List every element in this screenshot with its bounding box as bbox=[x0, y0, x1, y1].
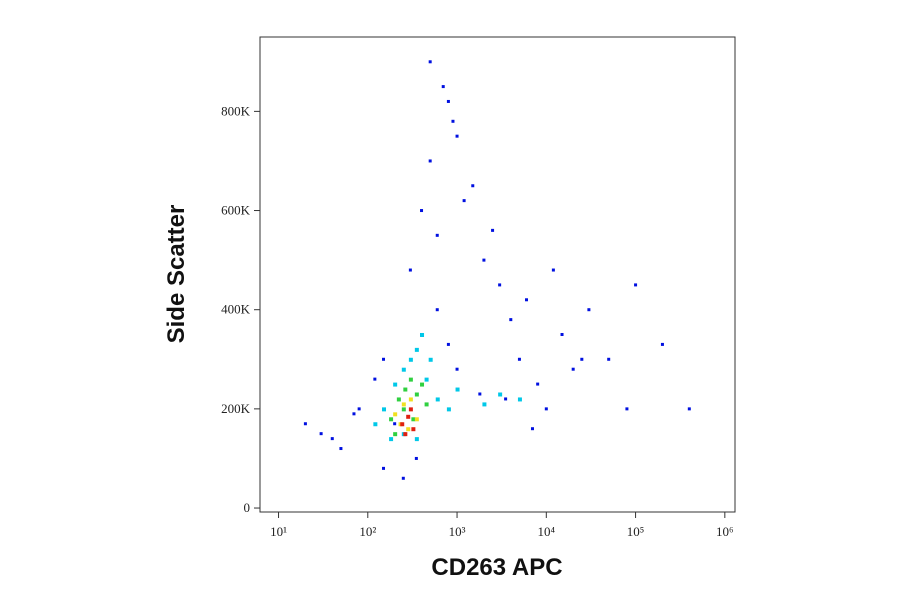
point bbox=[435, 233, 439, 237]
point bbox=[446, 99, 450, 103]
point bbox=[408, 397, 413, 402]
point bbox=[401, 476, 405, 480]
point bbox=[406, 427, 411, 432]
x-tick-label: 10³ bbox=[449, 524, 466, 539]
point bbox=[411, 427, 416, 432]
point bbox=[587, 308, 591, 312]
point bbox=[420, 209, 424, 213]
point bbox=[536, 382, 540, 386]
point bbox=[330, 437, 334, 441]
point bbox=[373, 377, 377, 381]
point bbox=[462, 199, 466, 203]
point bbox=[382, 357, 386, 361]
point bbox=[411, 417, 416, 422]
y-tick-label: 0 bbox=[244, 500, 251, 515]
point bbox=[491, 228, 495, 232]
point bbox=[446, 407, 451, 412]
point bbox=[498, 392, 503, 397]
point bbox=[408, 407, 413, 412]
point bbox=[393, 432, 398, 437]
point bbox=[517, 357, 521, 361]
point bbox=[509, 318, 513, 322]
point bbox=[373, 422, 378, 427]
x-tick-label: 10⁶ bbox=[716, 524, 734, 539]
point bbox=[428, 357, 433, 362]
point bbox=[607, 357, 611, 361]
point bbox=[451, 119, 455, 123]
plot-frame bbox=[259, 36, 736, 513]
point bbox=[396, 397, 401, 402]
y-axis-label: Side Scatter bbox=[163, 205, 190, 344]
point bbox=[424, 402, 429, 407]
point bbox=[441, 85, 445, 89]
point bbox=[498, 283, 502, 287]
point bbox=[634, 283, 638, 287]
x-tick-label: 10¹ bbox=[270, 524, 287, 539]
point bbox=[401, 407, 406, 412]
point bbox=[408, 357, 413, 362]
y-tick-label: 400K bbox=[221, 302, 251, 317]
point bbox=[319, 432, 323, 436]
point bbox=[687, 407, 691, 411]
point bbox=[393, 412, 398, 417]
point bbox=[403, 432, 408, 437]
point bbox=[660, 342, 664, 346]
point bbox=[357, 407, 361, 411]
point bbox=[400, 422, 405, 427]
point bbox=[420, 382, 425, 387]
y-tick-label: 200K bbox=[221, 401, 251, 416]
point bbox=[482, 402, 487, 407]
point bbox=[580, 357, 584, 361]
point bbox=[339, 447, 343, 451]
point bbox=[424, 377, 429, 382]
y-tick-label: 800K bbox=[221, 103, 251, 118]
point bbox=[478, 392, 482, 396]
point bbox=[517, 397, 522, 402]
point bbox=[544, 407, 548, 411]
point bbox=[406, 414, 411, 419]
x-tick-label: 10⁵ bbox=[627, 524, 645, 539]
point bbox=[571, 367, 575, 371]
point bbox=[389, 417, 394, 422]
x-axis-label: CD263 APC bbox=[431, 554, 562, 581]
x-tick-label: 10² bbox=[359, 524, 376, 539]
point bbox=[414, 437, 419, 442]
point bbox=[401, 402, 406, 407]
point bbox=[428, 159, 432, 163]
point bbox=[303, 422, 307, 426]
point bbox=[428, 60, 432, 64]
point bbox=[471, 184, 475, 188]
point bbox=[482, 258, 486, 262]
point bbox=[455, 387, 460, 392]
point bbox=[414, 392, 419, 397]
y-tick-label: 600K bbox=[221, 203, 251, 218]
point bbox=[382, 466, 386, 470]
point bbox=[393, 422, 397, 426]
point bbox=[525, 298, 529, 302]
point bbox=[625, 407, 629, 411]
point bbox=[414, 347, 419, 352]
point bbox=[414, 417, 419, 422]
point bbox=[551, 268, 555, 272]
point bbox=[408, 268, 412, 272]
point bbox=[435, 308, 439, 312]
x-tick-label: 10⁴ bbox=[538, 524, 556, 539]
point bbox=[420, 332, 425, 337]
point bbox=[393, 382, 398, 387]
point bbox=[414, 456, 418, 460]
point bbox=[560, 332, 564, 336]
point bbox=[389, 437, 394, 442]
point bbox=[455, 134, 459, 138]
point bbox=[401, 367, 406, 372]
point bbox=[455, 367, 459, 371]
point bbox=[446, 342, 450, 346]
point bbox=[408, 377, 413, 382]
point bbox=[352, 412, 356, 416]
point bbox=[504, 397, 508, 401]
point bbox=[530, 427, 534, 431]
point bbox=[435, 397, 440, 402]
point bbox=[382, 407, 387, 412]
point bbox=[403, 387, 408, 392]
